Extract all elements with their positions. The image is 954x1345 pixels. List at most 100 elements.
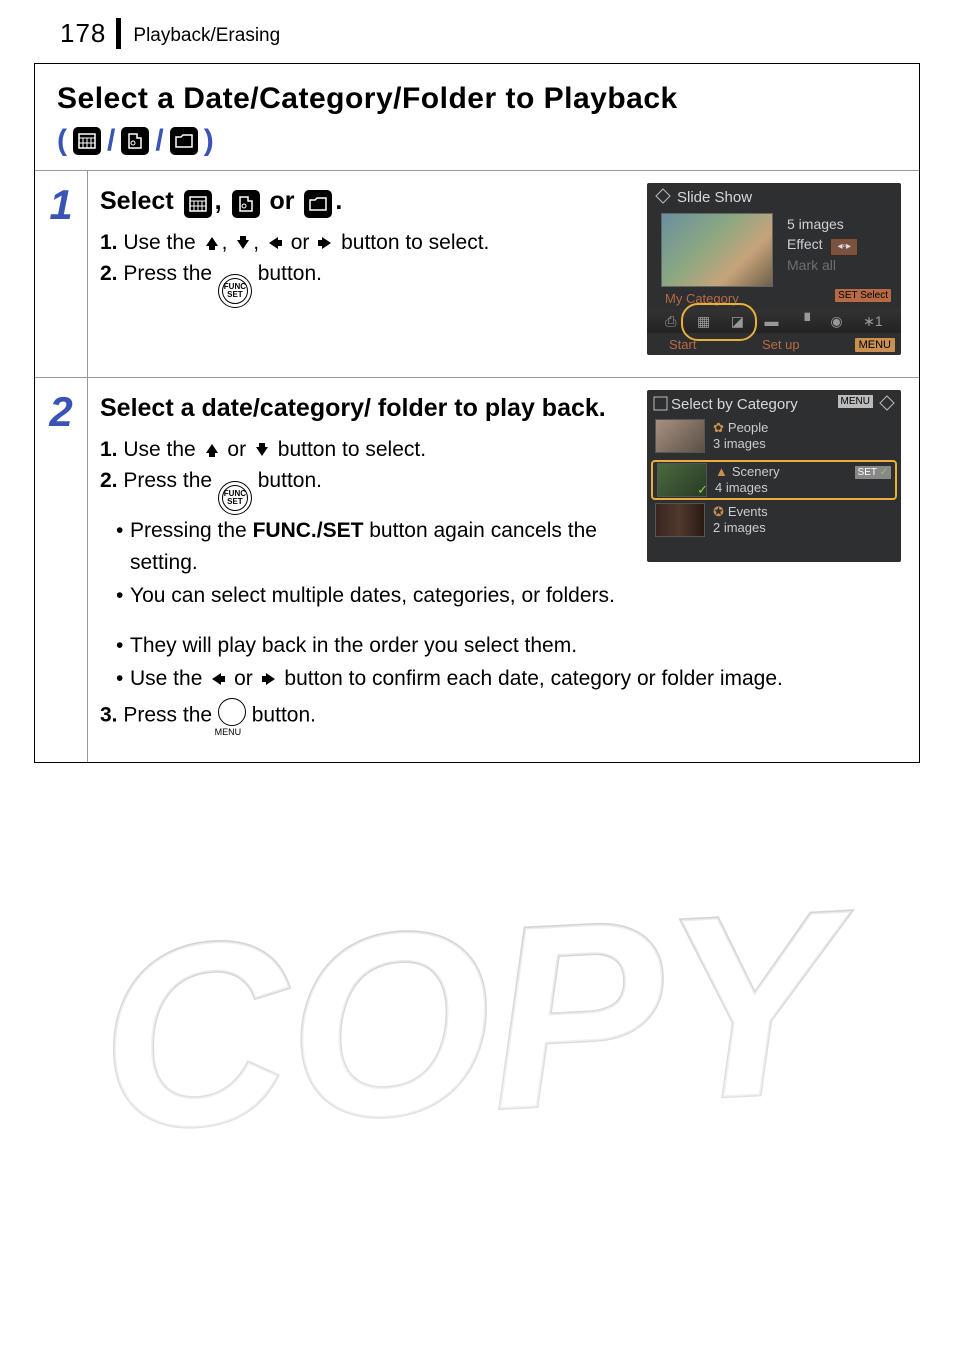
step-number: 2: [35, 378, 87, 762]
slash: /: [155, 124, 163, 158]
image-count: 5 images: [787, 215, 858, 235]
arrow-left-icon: [265, 233, 285, 253]
setup-label: Set up: [762, 337, 800, 352]
text: FUNC./SET: [253, 519, 364, 542]
step-heading: Select , or .: [100, 183, 635, 221]
label: People: [728, 420, 768, 435]
slash: /: [107, 124, 115, 158]
text: button.: [258, 262, 322, 285]
watermark-text: COPY: [93, 856, 866, 1185]
arrow-right-icon: [259, 669, 279, 689]
instruction-line: 1. Use the , , or button to select.: [100, 227, 635, 259]
people-icon: ✿: [713, 420, 724, 435]
text: .: [335, 187, 342, 215]
text: FUNC SET: [219, 283, 251, 299]
nav-diamond-icon: [655, 188, 671, 204]
text: button.: [258, 469, 322, 492]
instruction-line: 3. Press the MENU button.: [100, 697, 901, 740]
thumbnail-image: [657, 463, 707, 497]
custom-icon: ∗1: [863, 313, 883, 330]
text: ,: [253, 231, 265, 254]
text: or: [227, 438, 252, 461]
step-body: Select a date/category/ folder to play b…: [87, 378, 919, 762]
step-body: Select , or . 1. Use the , , or button t…: [87, 171, 919, 377]
section-title-block: Select a Date/Category/Folder to Playbac…: [35, 64, 919, 122]
list-number: 3.: [100, 703, 118, 726]
scenery-icon: ▲: [715, 464, 728, 479]
camera-screen-slideshow: Slide Show 5 images Effect ◂▫▸ Mark all …: [647, 183, 901, 355]
effect-label: Effect: [787, 236, 823, 252]
list-number: 2.: [100, 469, 118, 492]
step-2: 2 Select a date/category/ folder to play…: [35, 377, 919, 762]
category-row-people: ✿People3 images: [655, 418, 893, 454]
camera-screen-category: Select by Category MENU ✿People3 images …: [647, 390, 901, 562]
text: or: [285, 231, 315, 254]
lcd-title: Select by Category: [671, 396, 798, 413]
still-icon: ◉: [830, 313, 842, 330]
highlight-ring: [681, 303, 757, 341]
step-heading: Select a date/category/ folder to play b…: [100, 390, 635, 428]
label: Events: [728, 504, 768, 519]
func-set-button-icon: FUNC SET: [218, 274, 252, 308]
text: or: [234, 667, 259, 690]
paren-open: (: [57, 124, 67, 158]
text: Use the: [123, 438, 201, 461]
step-text: Select a date/category/ folder to play b…: [100, 390, 635, 614]
text: button to confirm each date, category or…: [284, 667, 782, 690]
arrow-up-icon: [202, 440, 222, 460]
list-number: 1.: [100, 438, 118, 461]
events-icon: ✪: [713, 504, 724, 519]
text: Pressing the: [130, 519, 253, 542]
bullet: You can select multiple dates, categorie…: [116, 580, 635, 612]
all-icon: ⎙: [665, 313, 676, 330]
label: Scenery: [732, 464, 780, 479]
step-number: 1: [35, 171, 87, 377]
folder-mode-icon: [170, 127, 198, 155]
list-number: 1.: [100, 231, 118, 254]
arrow-down-icon: [252, 440, 272, 460]
thumbnail-image: [655, 419, 705, 453]
category-mode-icon: [232, 190, 260, 218]
category-row-events: ✪ Events2 images: [655, 502, 893, 538]
bullet: They will play back in the order you sel…: [116, 630, 901, 662]
bullet: Pressing the FUNC./SET button again canc…: [116, 515, 635, 578]
nav-diamond-icon: [879, 395, 895, 411]
text: Use the: [123, 231, 201, 254]
text: button to select.: [278, 438, 426, 461]
effect-icon: ◂▫▸: [830, 238, 858, 256]
menu-badge: MENU: [838, 395, 873, 408]
set-check-badge: SET: [855, 466, 891, 479]
count: 2 images: [713, 520, 766, 535]
text: Press the: [123, 703, 218, 726]
step-text: Select , or . 1. Use the , , or button t…: [100, 183, 635, 355]
thumbnail-image: [661, 213, 773, 287]
arrow-left-icon: [208, 669, 228, 689]
lcd-sidebar: 5 images Effect ◂▫▸ Mark all: [787, 215, 858, 275]
section-title: Select a Date/Category/Folder to Playbac…: [57, 82, 897, 116]
document-page: 178 Playback/Erasing Select a Date/Categ…: [0, 0, 954, 1345]
text: Press the: [123, 469, 218, 492]
set-select-badge: SET Select: [835, 289, 891, 302]
folder-icon: ▬: [765, 313, 779, 329]
text: Press the: [123, 262, 218, 285]
text: Use the: [130, 667, 208, 690]
step-1: 1 Select , or . 1. Use the , , or: [35, 170, 919, 377]
paren-close: ): [204, 124, 214, 158]
instruction-line: 1. Use the or button to select.: [100, 434, 635, 466]
text: button.: [252, 703, 316, 726]
menu-badge: MENU: [855, 338, 895, 352]
date-mode-icon: [184, 190, 212, 218]
text: ,: [215, 187, 229, 215]
date-mode-icon: [73, 127, 101, 155]
func-set-button-icon: FUNC SET: [218, 481, 252, 515]
page-number: 178: [60, 18, 121, 49]
folder-mode-icon: [304, 190, 332, 218]
arrow-up-icon: [202, 233, 222, 253]
text: FUNC SET: [219, 490, 251, 506]
menu-button-label: MENU: [210, 726, 246, 740]
svg-text:COPY: COPY: [93, 856, 866, 1185]
copy-watermark: COPY COPY: [60, 780, 880, 1300]
bullet-list: Pressing the FUNC./SET button again canc…: [100, 515, 635, 612]
instruction-line: 2. Press the FUNC SET button.: [100, 258, 635, 308]
category-mode-icon: [121, 127, 149, 155]
